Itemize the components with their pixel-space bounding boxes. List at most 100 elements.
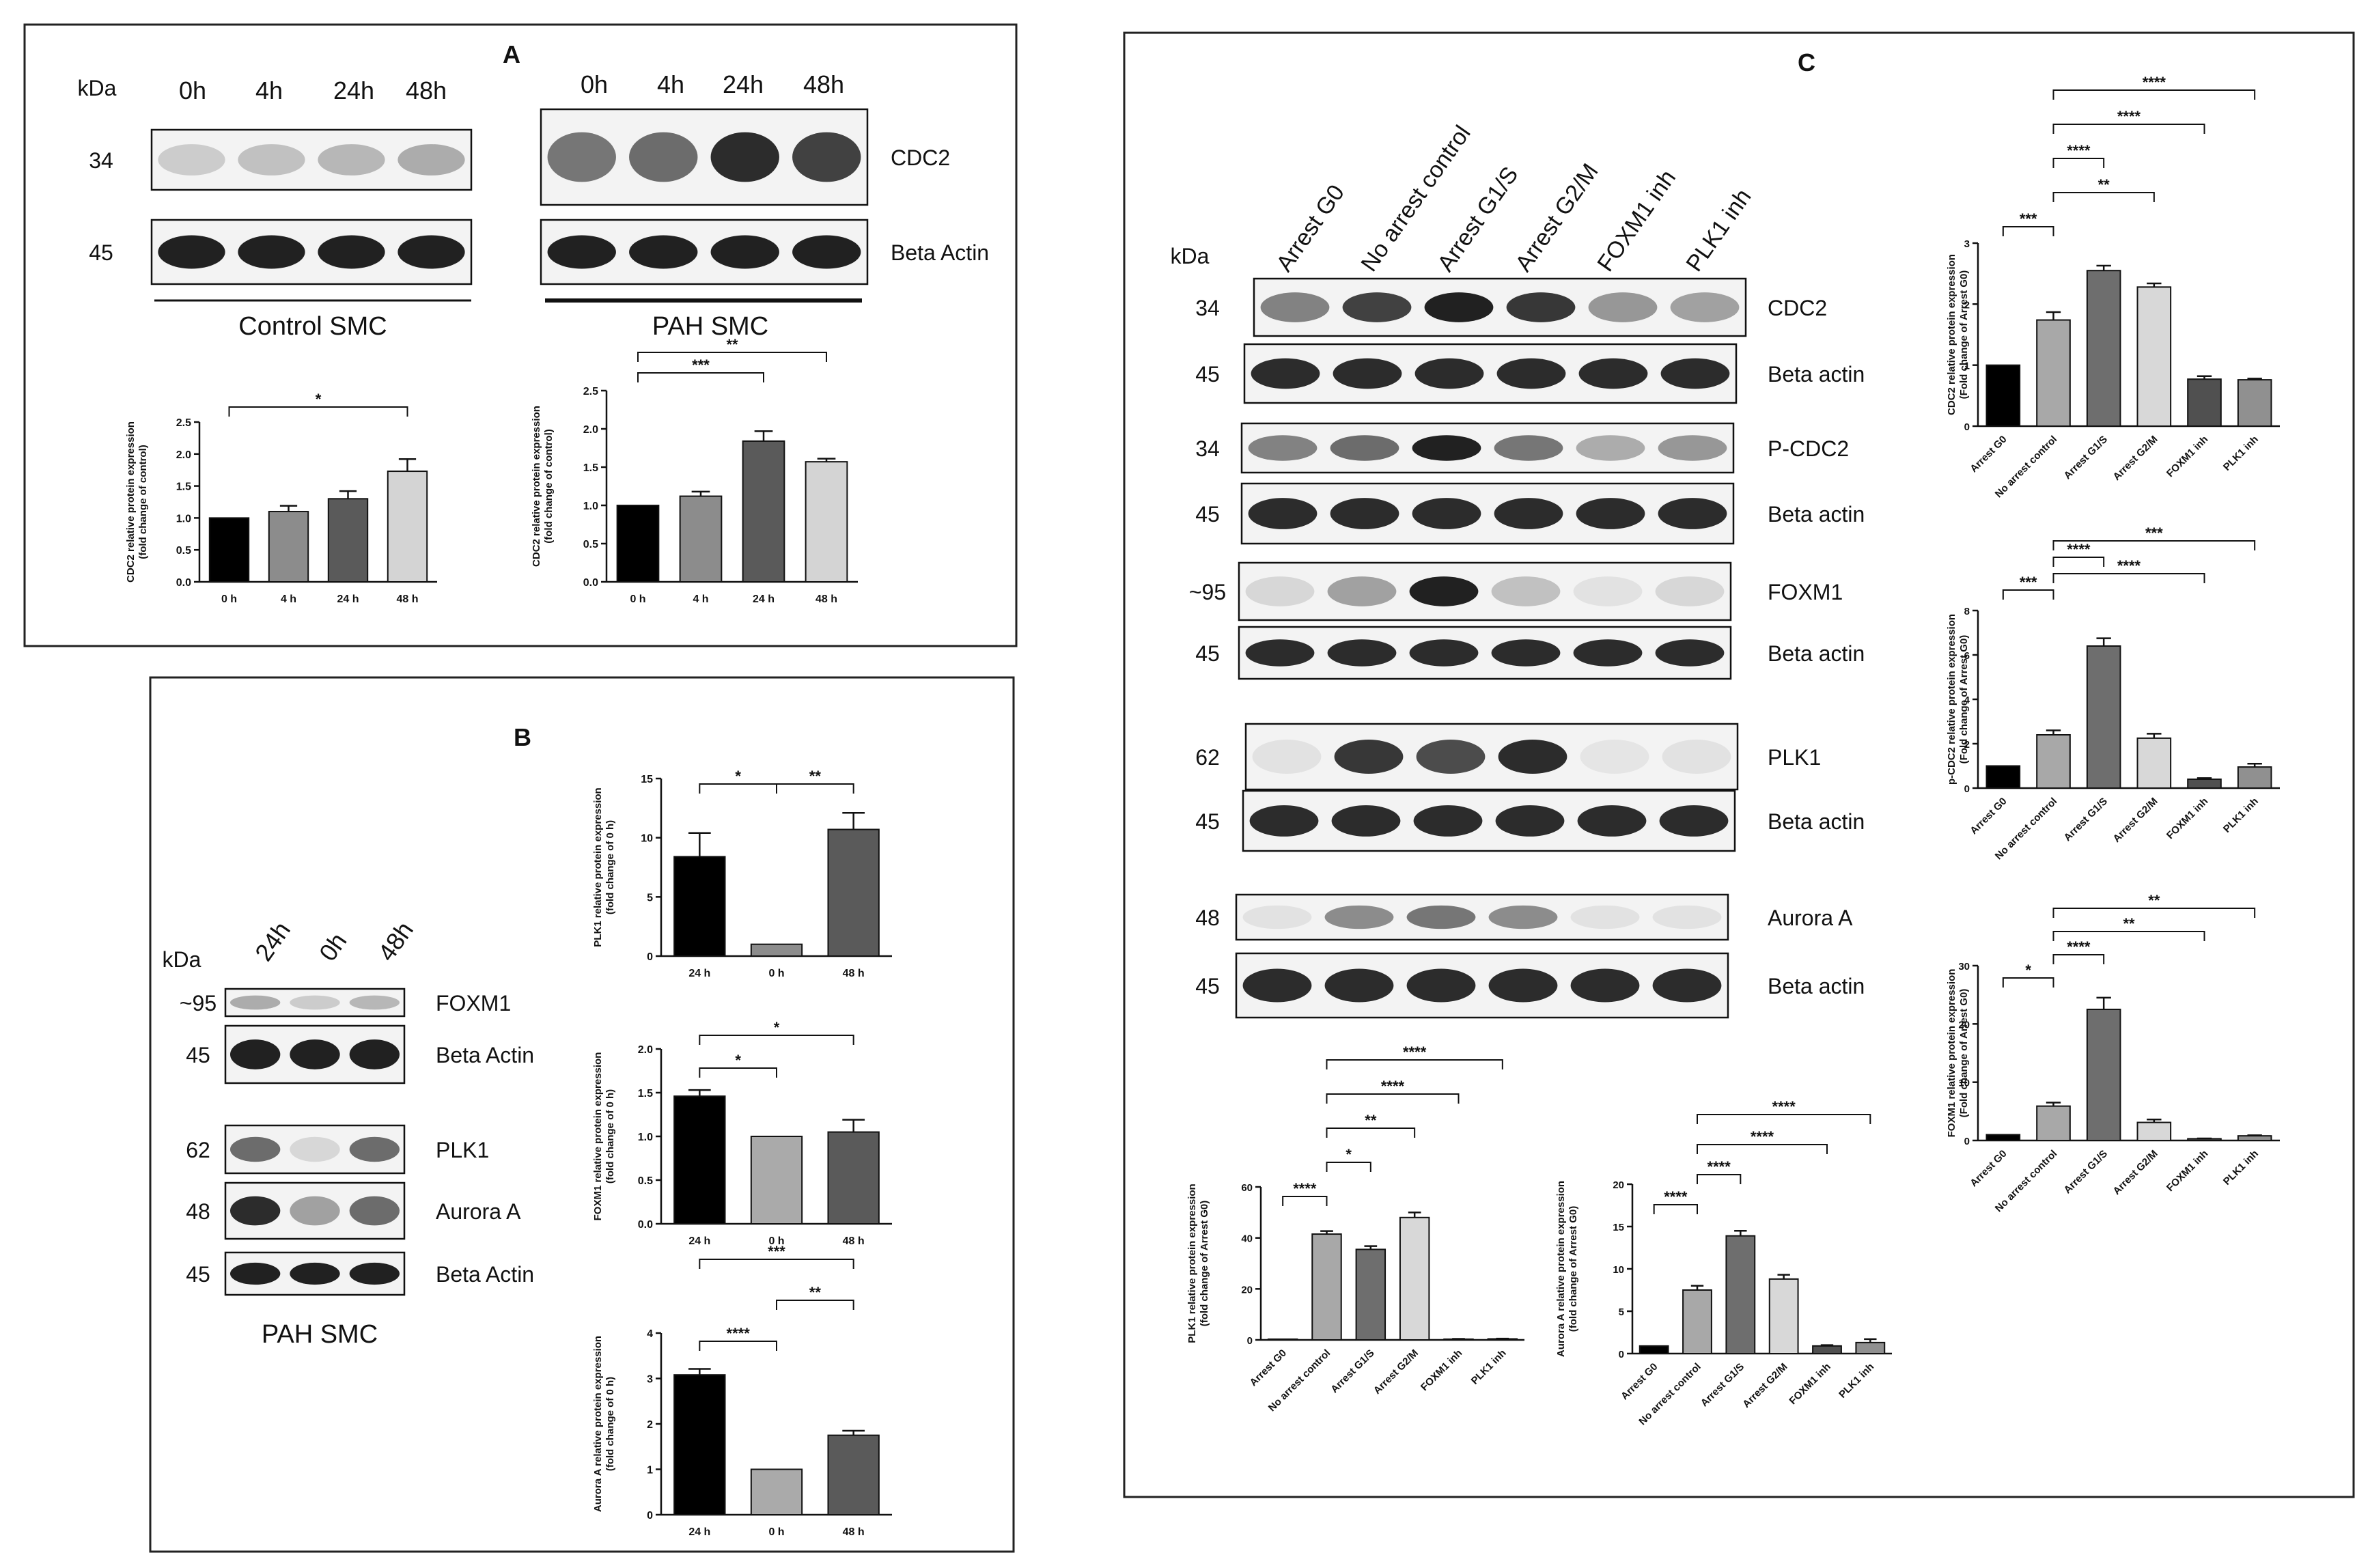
y-tick-label: 0.5 <box>583 539 598 550</box>
y-axis-label-line: Aurora A relative protein expression <box>592 1336 604 1512</box>
blot-band <box>1652 905 1722 929</box>
x-tick-label: 0 h <box>768 1235 784 1247</box>
protein-label-cdc2: CDC2 <box>1768 296 1827 320</box>
x-tick-label: FOXM1 inh <box>1787 1361 1832 1407</box>
x-tick-label: 24 h <box>688 1235 710 1247</box>
x-tick-label: Arrest G0 <box>1248 1347 1289 1388</box>
lane-label-plk1-inh: PLK1 inh <box>1681 184 1756 277</box>
significance-bracket <box>2052 540 2256 550</box>
significance-label: **** <box>2117 108 2141 125</box>
panel-b-border <box>149 676 1015 1553</box>
blot-band <box>1570 905 1640 929</box>
y-tick-label: 0.5 <box>176 545 191 557</box>
lane-label-4h: 4h <box>657 70 684 98</box>
significance-bracket <box>2052 89 2256 100</box>
protein-label-beta-actin: Beta actin <box>1768 362 1865 387</box>
lane-label-24h: 24h <box>333 76 374 104</box>
significance-bracket <box>2002 589 2054 600</box>
blot-band <box>1424 292 1494 322</box>
bar-plk1-inh <box>2237 379 2272 428</box>
bar-24-h <box>742 440 785 583</box>
blot-band <box>629 132 698 182</box>
bar-24-h <box>673 1095 726 1224</box>
x-tick-label: FOXM1 inh <box>2164 434 2210 479</box>
blot-band <box>1416 740 1486 774</box>
kda-marker: 34 <box>1195 436 1220 461</box>
y-tick-label: 1.5 <box>176 481 191 493</box>
y-tick-label: 3 <box>1964 238 1970 250</box>
y-tick-label: 0 <box>1247 1335 1253 1347</box>
y-tick-label: 1 <box>647 1465 653 1476</box>
blot-band <box>1652 968 1722 1003</box>
y-axis-label-line: PLK1 relative protein expression <box>592 787 604 947</box>
bar-arrest-g2-m <box>1768 1278 1799 1355</box>
blot-band <box>1260 292 1330 322</box>
lane-label-48h: 48h <box>803 70 844 98</box>
blot-band <box>1412 498 1481 529</box>
blot-band <box>1324 968 1394 1003</box>
blot-band <box>158 235 225 269</box>
lane-label-4h: 4h <box>255 76 283 104</box>
x-tick-label: 0 h <box>768 1526 784 1538</box>
kda-marker: 45 <box>1195 809 1220 834</box>
blot-band <box>1409 576 1479 606</box>
bar-0-h <box>750 1136 803 1224</box>
blot-band <box>1570 968 1640 1003</box>
blot-band <box>398 144 465 176</box>
group-label: PAH SMC <box>262 1320 378 1349</box>
significance-label: * <box>1346 1146 1352 1163</box>
kda-marker: 34 <box>1195 296 1220 320</box>
bar-arrest-g0 <box>1985 765 2021 789</box>
significance-bracket <box>776 783 854 794</box>
lane-label-24h: 24h <box>249 916 296 966</box>
blot-a-pah: 0h 4h 24h 48h CDC2 Beta Actin PAH SMC <box>540 70 989 341</box>
y-tick-label: 0 <box>647 1510 653 1522</box>
y-tick-label: 1.0 <box>176 513 191 524</box>
panel-c-label: C <box>1798 48 1815 76</box>
protein-label-plk1: PLK1 <box>1768 745 1821 770</box>
x-tick-label: PLK1 inh <box>2221 796 2261 835</box>
y-tick-label: 40 <box>1241 1233 1253 1245</box>
y-tick-label: 0.0 <box>583 577 598 589</box>
significance-label: *** <box>2145 524 2163 542</box>
blot-band <box>349 1196 400 1226</box>
bar-arrest-g2-m <box>2136 286 2172 427</box>
kda-marker: 62 <box>1195 745 1220 770</box>
x-tick-label: 48 h <box>843 968 865 979</box>
significance-bracket <box>2002 977 2054 988</box>
bar-arrest-g1-s <box>2086 270 2121 428</box>
bar-foxm1-inh <box>2187 378 2222 427</box>
significance-bracket <box>1653 1204 1698 1214</box>
bar-arrest-g2-m <box>2136 1121 2172 1141</box>
x-tick-label: PLK1 inh <box>1469 1347 1509 1387</box>
y-tick-label: 10 <box>641 833 653 845</box>
y-axis-label-line: (fold change of control) <box>137 445 149 559</box>
y-axis-label-line: Aurora A relative protein expression <box>1555 1181 1567 1357</box>
protein-label-foxm1: FOXM1 <box>1768 580 1843 604</box>
significance-bracket <box>1326 1093 1460 1104</box>
blot-band <box>1659 805 1729 837</box>
significance-label: **** <box>1707 1158 1731 1175</box>
y-axis-label-line: (fold change of 0 h) <box>604 1089 616 1184</box>
x-tick-label: 4 h <box>693 593 708 605</box>
x-tick-label: 48 h <box>815 593 837 605</box>
significance-label: ** <box>1365 1112 1377 1129</box>
y-tick-label: 0.0 <box>638 1219 653 1231</box>
blot-band <box>1576 498 1645 529</box>
blot-band <box>1655 639 1725 667</box>
y-tick-label: 1.5 <box>638 1088 653 1100</box>
blot-band <box>290 1039 340 1069</box>
blot-band <box>1658 498 1727 529</box>
significance-label: **** <box>2067 938 2091 955</box>
significance-bracket <box>2052 908 2256 918</box>
significance-label: *** <box>692 356 710 374</box>
blot-band <box>1324 905 1394 929</box>
y-axis-label-line: CDC2 relative protein expression <box>125 421 137 583</box>
significance-label: *** <box>2020 210 2037 227</box>
blot-band <box>1506 292 1576 322</box>
blot-band <box>238 235 305 269</box>
bar-arrest-g1-s <box>1725 1235 1756 1355</box>
bar-48-h <box>827 828 880 957</box>
blot-band <box>1494 435 1563 461</box>
blot-band <box>1578 358 1648 389</box>
